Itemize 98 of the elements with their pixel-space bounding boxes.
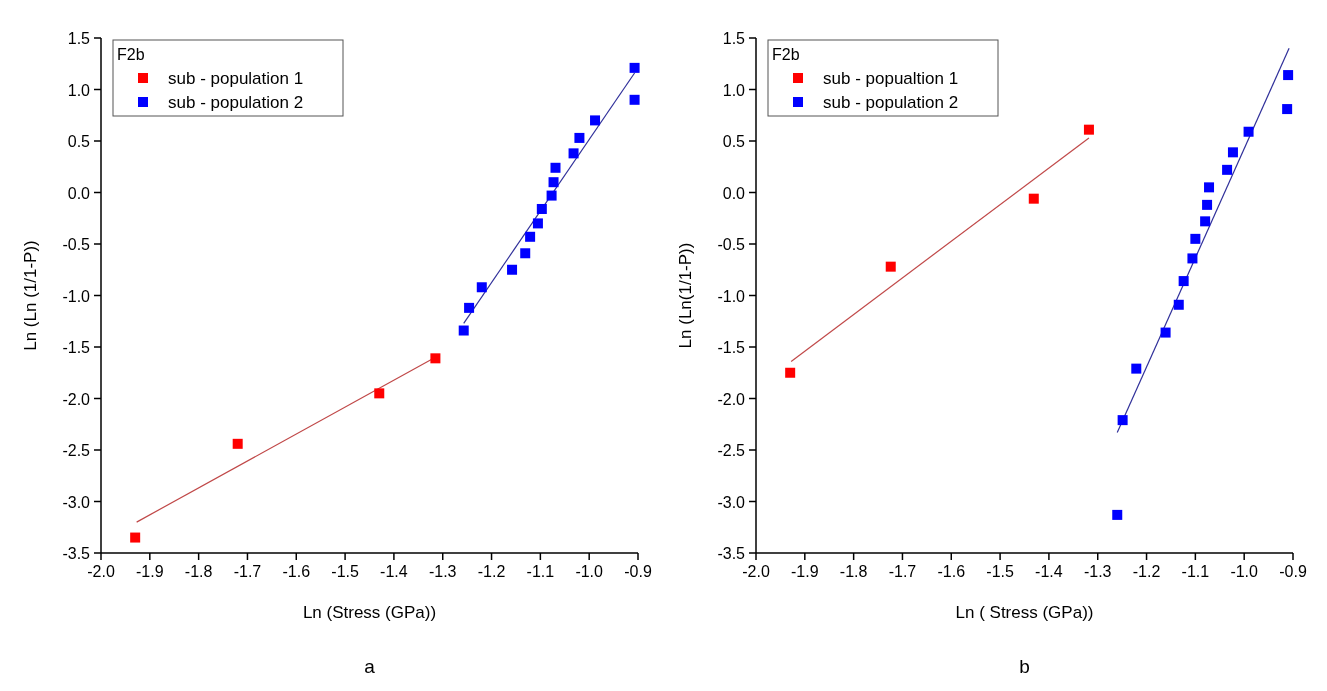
x-tick-label: -1.9 [791,563,819,580]
x-tick-label: -1.3 [428,563,457,580]
point [1227,147,1238,158]
x-tick-label: -1.5 [331,563,359,580]
point [476,282,487,293]
legend-label: sub - population 1 [168,69,304,88]
point [374,388,385,399]
point [130,532,141,543]
y-tick-label: -3.0 [62,493,91,511]
x-axis-title: Ln (Stress (GPa)) [302,603,437,622]
x-tick-label: -1.9 [136,563,164,580]
x-tick-label: -1.8 [184,563,213,580]
point [1204,182,1215,193]
point [1083,124,1094,135]
x-tick-label: -0.9 [624,563,652,580]
x-tick-label: -2.0 [742,563,770,580]
y-tick-label: 1.5 [67,30,91,47]
point [1222,164,1233,175]
x-tick-label: -1.7 [233,563,262,580]
x-tick-label: -1.2 [1132,563,1161,580]
y-tick-label: -3.5 [62,545,91,562]
y-tick-label: -2.0 [717,390,746,408]
x-tick-label: -0.9 [1279,563,1307,580]
point [532,218,543,229]
point [232,438,243,449]
point [1173,299,1184,310]
point [568,148,579,159]
y-tick-label: 0.0 [722,184,746,202]
y-tick-label: -1.5 [717,339,746,356]
y-tick-label: -3.5 [717,545,746,562]
point [629,94,640,105]
point [1131,363,1142,374]
legend-title: F2b [772,46,800,63]
y-tick-label: -2.0 [62,390,91,408]
y-axis-title: Ln (Ln (1/1-P)) [21,240,40,351]
point [464,302,475,313]
y-tick-label: 1.5 [722,30,746,47]
y-axis-title: Ln (Ln(1/1-P)) [676,242,695,349]
text: a [364,656,376,677]
y-tick-label: -2.5 [62,442,91,459]
legend-title: F2b [117,46,145,63]
point [458,325,469,336]
x-tick-label: -1.0 [575,563,604,580]
point [885,261,896,272]
point [574,132,585,143]
x-tick-label: -1.3 [1083,563,1112,580]
point [548,177,559,188]
y-tick-label: -0.5 [62,236,91,253]
point [546,190,557,201]
y-tick-label: -1.0 [62,287,91,305]
x-tick-label: -1.6 [937,563,966,580]
y-tick-label: -3.0 [717,493,746,511]
point [1187,253,1198,264]
point [520,248,531,259]
y-tick-label: 0.0 [67,184,91,202]
text: b [1019,656,1030,677]
x-tick-label: -1.6 [282,563,311,580]
x-tick-label: -1.4 [380,563,408,580]
legend-label: sub - population 2 [168,93,304,112]
legend-label: sub - population 2 [823,93,959,112]
x-tick-label: -1.0 [1230,563,1259,580]
x-tick-label: -1.1 [526,563,555,580]
point [785,367,796,378]
point [536,203,547,214]
x-tick-label: -1.1 [1181,563,1210,580]
y-tick-label: 0.5 [67,133,91,150]
point [525,231,536,242]
x-tick-label: -1.4 [1035,563,1063,580]
point [1178,276,1189,287]
point [629,62,640,73]
point [1190,233,1201,244]
point [550,162,561,173]
x-tick-label: -1.2 [477,563,506,580]
point [1202,199,1213,210]
y-tick-label: 1.0 [722,81,746,99]
point [1028,193,1039,204]
point [1243,126,1254,137]
x-tick-label: -1.7 [888,563,917,580]
x-axis-title: Ln ( Stress (GPa)) [955,603,1094,622]
point [430,353,441,364]
point [1117,415,1128,426]
y-tick-label: 0.5 [722,133,746,150]
point [1160,327,1171,338]
point [1282,104,1293,115]
point [590,115,601,126]
point [1283,70,1294,81]
x-tick-label: -1.8 [839,563,868,580]
y-tick-label: -1.0 [717,287,746,305]
point [1112,509,1123,520]
legend-label: sub - popualtion 1 [823,69,959,88]
x-tick-label: -2.0 [87,563,115,580]
point [1200,216,1211,227]
y-tick-label: -0.5 [717,236,746,253]
point [507,264,518,275]
y-tick-label: -2.5 [717,442,746,459]
y-tick-label: -1.5 [62,339,91,356]
x-tick-label: -1.5 [986,563,1014,580]
y-tick-label: 1.0 [67,81,91,99]
